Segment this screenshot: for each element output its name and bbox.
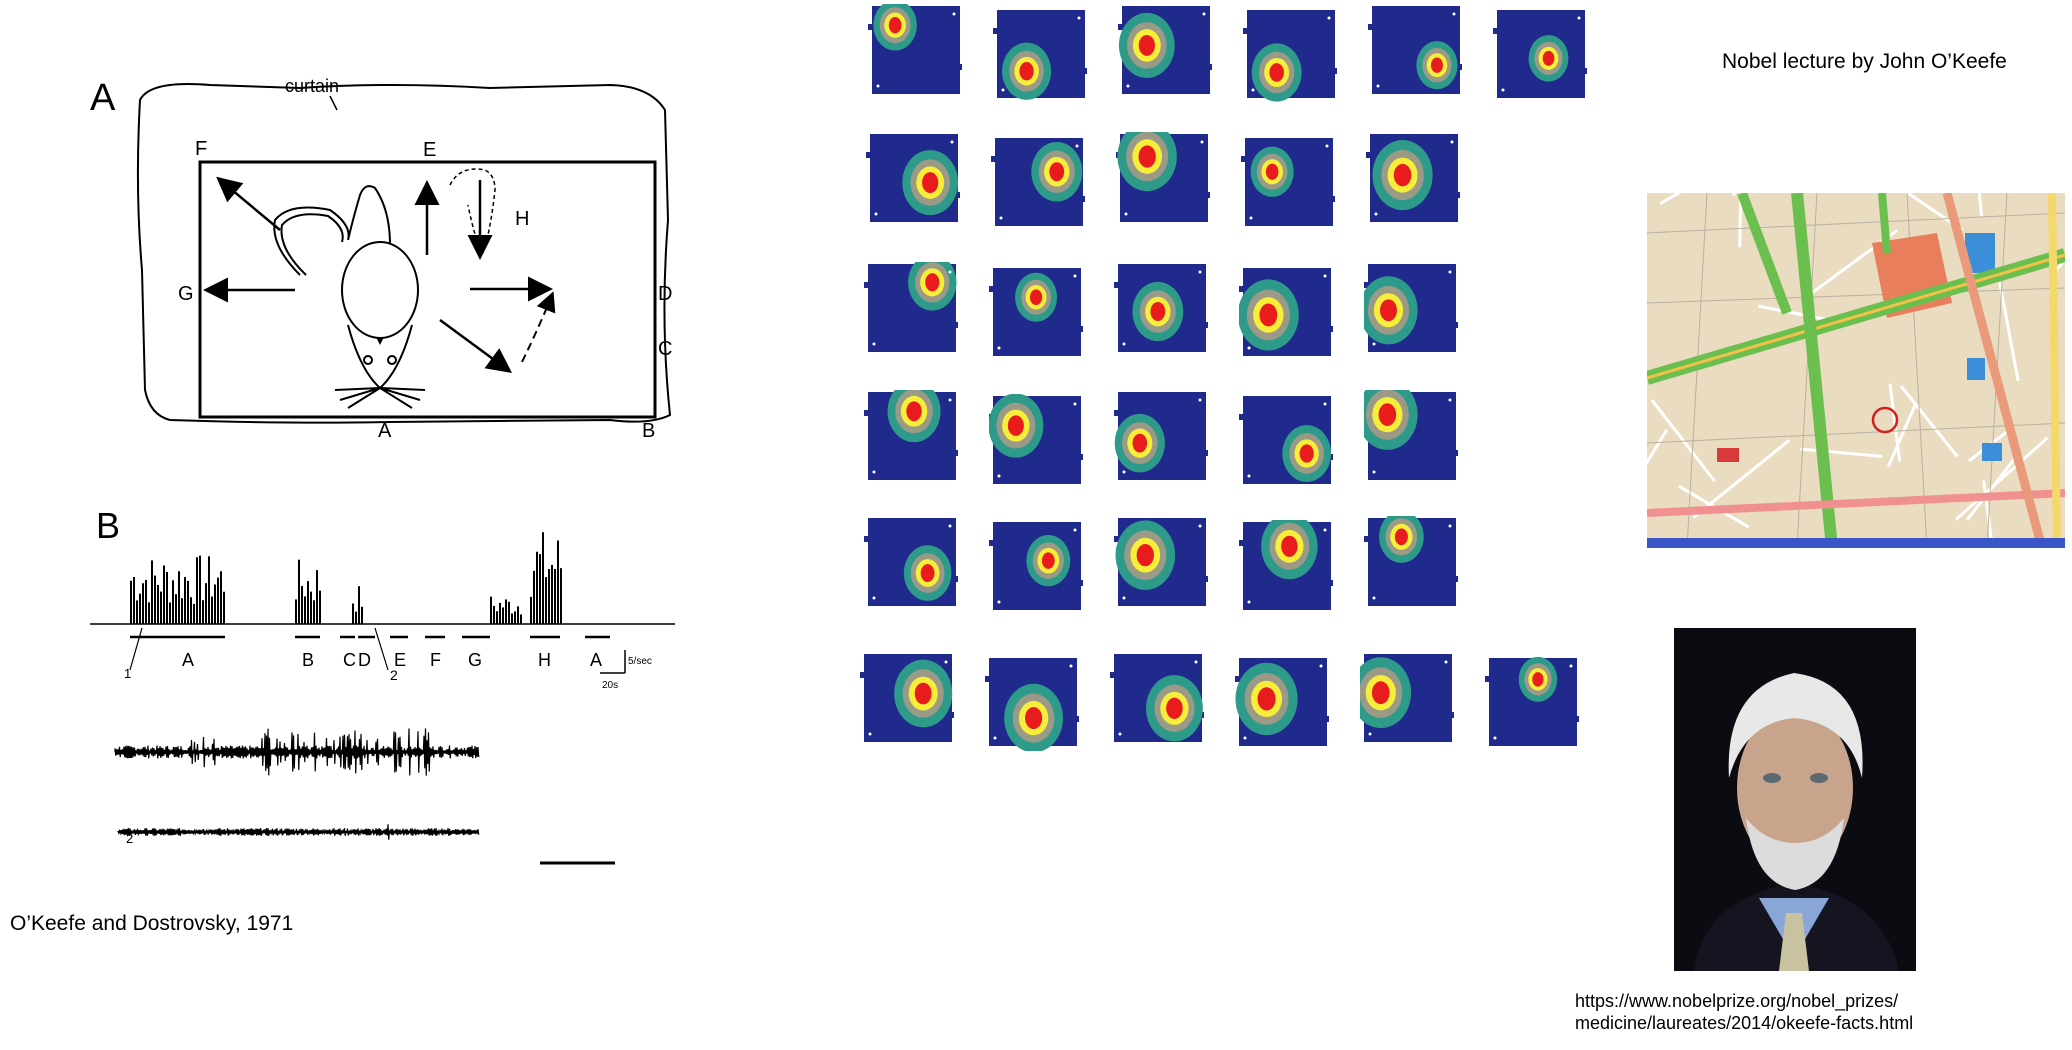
place-field-map-13	[1114, 264, 1208, 352]
place-field-map-24	[1239, 520, 1333, 610]
place-field-map-5	[1493, 10, 1587, 98]
point-label-g: G	[178, 283, 194, 305]
segment-label-h: H	[538, 650, 551, 670]
north-south-road	[1791, 193, 1838, 548]
segment-label-f: F	[430, 650, 441, 670]
point-label-a: A	[378, 420, 392, 442]
portrait-photo	[1674, 628, 1916, 971]
firing-rate-figure: B A B C D E F G H A 1 2 5/sec 20s 1 2	[90, 505, 675, 865]
point-label-f: F	[195, 138, 207, 160]
marker-2: 2	[390, 667, 398, 683]
place-field-map-17	[989, 394, 1083, 484]
segment-label-d: D	[358, 650, 371, 670]
place-field-map-20	[1364, 390, 1458, 480]
arrow-to-f	[216, 176, 281, 231]
place-field-map-8	[1116, 132, 1210, 222]
place-field-map-3	[1243, 10, 1337, 102]
place-field-map-10	[1366, 134, 1460, 222]
map-bottom-bar	[1647, 538, 2065, 548]
london-street-map-image	[1647, 193, 2065, 548]
place-field-map-25	[1364, 516, 1458, 606]
place-field-map-30	[1360, 654, 1454, 742]
source-url-line-2: medicine/laureates/2014/okeefe-facts.htm…	[1575, 1013, 1914, 1033]
map-marker-circle	[1871, 406, 1899, 434]
scale-y-label: 5/sec	[628, 656, 652, 667]
place-field-map-16	[864, 390, 958, 480]
scale-x-label: 20s	[602, 680, 618, 691]
place-field-map-4	[1368, 6, 1462, 94]
place-field-map-0	[868, 4, 962, 94]
place-field-map-22	[989, 522, 1083, 610]
source-url: https://www.nobelprize.org/nobel_prizes/…	[1575, 990, 1913, 1034]
arena-box	[198, 160, 657, 419]
segment-label-a1: A	[182, 650, 194, 670]
face	[1737, 708, 1853, 868]
place-cell-arena-diagram: A curtain F E H G D C A B	[90, 76, 672, 442]
source-url-line-1: https://www.nobelprize.org/nobel_prizes/	[1575, 991, 1899, 1011]
rat-icon	[273, 185, 426, 409]
place-field-map-7	[991, 138, 1085, 226]
curtain-outline	[136, 83, 672, 424]
point-label-c: C	[658, 338, 672, 360]
place-field-map-9	[1241, 138, 1335, 226]
trace-2-label: 2	[126, 831, 133, 846]
place-field-map-18	[1114, 392, 1208, 480]
place-field-map-31	[1485, 656, 1579, 746]
place-field-map-1	[993, 10, 1087, 100]
segment-label-g: G	[468, 650, 482, 670]
curtain-label: curtain	[285, 76, 339, 96]
spike-trace-2	[117, 824, 480, 840]
hair	[1728, 673, 1863, 778]
histogram-bars	[130, 532, 562, 624]
place-field-map-14	[1239, 268, 1333, 356]
place-field-map-6	[866, 134, 960, 222]
place-field-map-21	[864, 518, 958, 606]
marker-1: 1	[124, 666, 131, 681]
beard	[1746, 818, 1844, 890]
place-field-map-15	[1364, 264, 1458, 352]
panel-label-b: B	[96, 505, 120, 546]
place-field-map-11	[864, 262, 958, 352]
tie	[1779, 913, 1809, 971]
place-field-map-23	[1114, 518, 1208, 606]
place-field-map-28	[1110, 654, 1204, 742]
segment-label-c: C	[343, 650, 356, 670]
place-field-map-29	[1235, 658, 1329, 746]
point-label-d: D	[658, 283, 672, 305]
segment-label-e: E	[394, 650, 406, 670]
place-field-map-26	[860, 654, 954, 742]
citation-top-right: Nobel lecture by John O’Keefe	[1722, 50, 2007, 73]
citation-left: O’Keefe and Dostrovsky, 1971	[10, 912, 294, 935]
segment-label-a2: A	[590, 650, 602, 670]
point-label-h: H	[515, 208, 529, 230]
point-label-e: E	[423, 139, 436, 161]
dashed-loop-h	[449, 168, 496, 258]
panel-label-a: A	[90, 77, 116, 119]
place-field-map-19	[1239, 396, 1333, 484]
place-field-map-27	[985, 658, 1079, 751]
segment-label-b: B	[302, 650, 314, 670]
place-field-map-2	[1118, 6, 1212, 94]
arrow-to-c	[439, 318, 513, 373]
point-label-b: B	[642, 420, 655, 442]
place-field-map-12	[989, 268, 1083, 356]
spike-trace-1	[114, 728, 480, 776]
place-field-heatmap-grid	[860, 0, 1600, 770]
dashed-arrow-c-to-d	[521, 291, 556, 363]
